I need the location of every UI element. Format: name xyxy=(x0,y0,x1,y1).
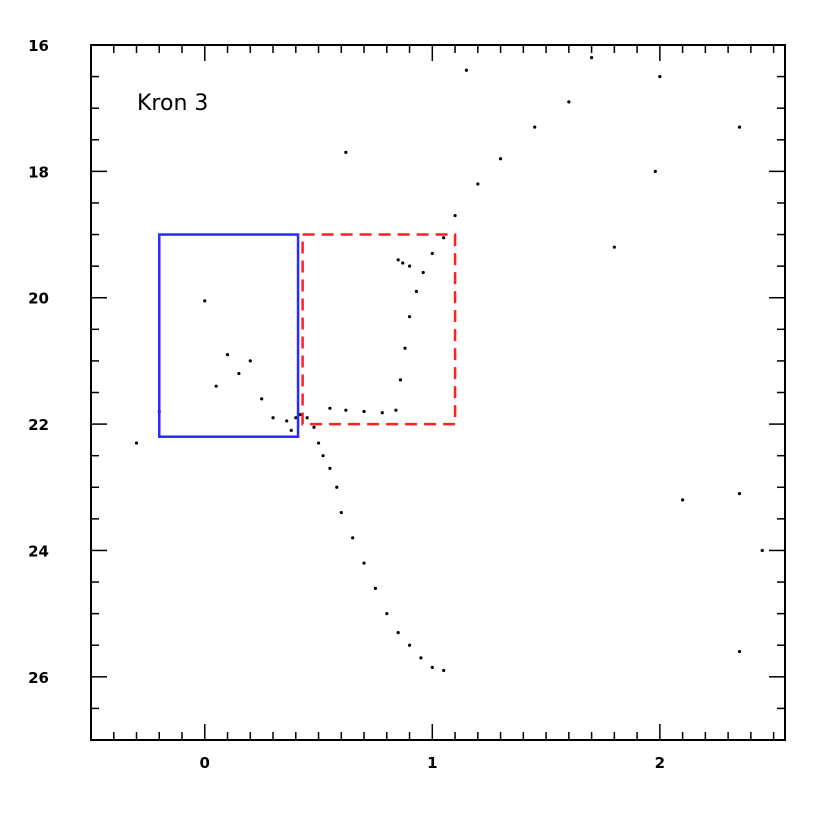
tick-labels: 0 1 2 16 18 20 22 24 26 xyxy=(28,37,665,772)
axis-ticks xyxy=(90,44,785,741)
data-point xyxy=(407,315,412,319)
x-tick-label: 0 xyxy=(200,754,210,772)
data-point xyxy=(396,258,400,262)
data-point xyxy=(401,261,405,265)
data-point xyxy=(442,668,446,673)
y-tick-label: 16 xyxy=(28,37,49,55)
data-point xyxy=(362,561,366,565)
data-point xyxy=(533,125,537,129)
data-point xyxy=(335,485,339,489)
data-point xyxy=(737,649,742,654)
data-point xyxy=(419,656,423,660)
y-tick-label: 18 xyxy=(28,163,49,181)
data-points xyxy=(134,56,764,673)
data-point xyxy=(442,236,446,240)
data-point xyxy=(373,586,378,590)
data-point xyxy=(328,406,332,410)
data-point xyxy=(344,150,348,155)
data-point xyxy=(653,169,657,173)
data-point xyxy=(464,68,469,72)
data-point xyxy=(612,245,616,249)
data-point xyxy=(289,428,293,433)
data-point xyxy=(214,384,218,388)
data-point xyxy=(414,289,418,294)
data-point xyxy=(339,510,343,515)
data-point xyxy=(760,548,764,553)
data-point xyxy=(321,454,325,458)
data-point xyxy=(681,498,685,502)
data-point xyxy=(225,352,230,357)
data-point xyxy=(394,408,398,412)
data-point xyxy=(285,419,289,423)
data-point xyxy=(385,612,389,616)
data-point xyxy=(453,213,457,218)
dashed-selection-box xyxy=(301,233,457,426)
data-point xyxy=(737,491,742,496)
data-point xyxy=(430,665,434,669)
data-point xyxy=(398,378,403,382)
solid-selection-box xyxy=(158,233,300,438)
data-point xyxy=(351,536,355,540)
selection-boxes xyxy=(158,233,457,438)
data-point xyxy=(260,397,264,401)
data-point xyxy=(737,125,742,129)
data-point xyxy=(421,270,425,275)
y-tick-label: 22 xyxy=(28,416,49,434)
data-point xyxy=(658,74,662,79)
data-point xyxy=(407,264,412,268)
data-point xyxy=(362,409,366,414)
data-point xyxy=(396,630,400,635)
data-point xyxy=(430,251,434,256)
y-tick-label: 26 xyxy=(28,669,49,687)
data-point xyxy=(316,441,321,445)
data-point xyxy=(328,466,332,470)
data-point xyxy=(237,371,241,376)
data-point xyxy=(294,416,298,420)
x-tick-label: 2 xyxy=(655,754,665,772)
data-point xyxy=(305,416,309,420)
data-point xyxy=(298,413,302,417)
data-point xyxy=(498,157,503,161)
data-point xyxy=(248,359,252,363)
y-tick-label: 24 xyxy=(28,542,49,560)
data-point xyxy=(203,299,207,303)
data-point xyxy=(403,346,407,350)
data-point xyxy=(380,411,384,415)
data-point xyxy=(312,425,316,429)
data-point xyxy=(567,100,571,104)
data-point xyxy=(271,416,275,420)
data-point xyxy=(589,56,594,60)
data-point xyxy=(344,408,348,412)
panel-label: Kron 3 xyxy=(137,91,208,116)
data-point xyxy=(407,643,412,647)
x-tick-label: 1 xyxy=(427,754,437,772)
data-point xyxy=(476,182,480,186)
y-tick-label: 20 xyxy=(28,290,49,308)
data-point xyxy=(134,441,139,445)
